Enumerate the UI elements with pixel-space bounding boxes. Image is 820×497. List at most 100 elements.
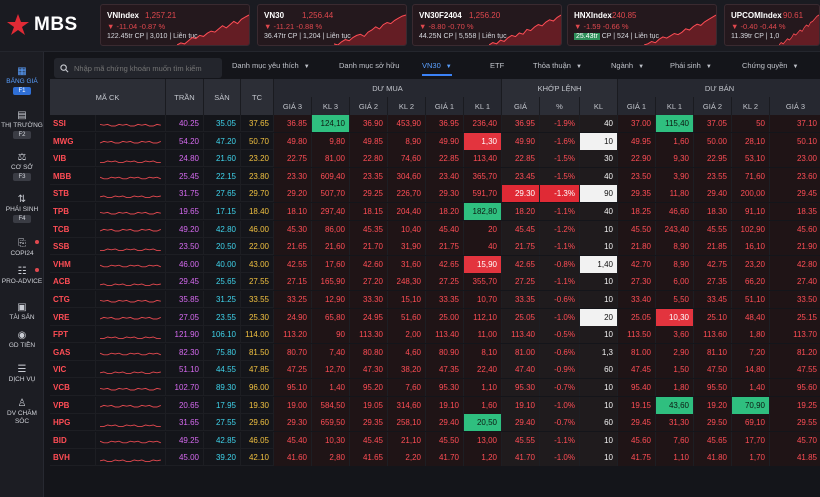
sell-cell[interactable]: 41.80 bbox=[694, 449, 732, 467]
buy-cell[interactable]: 22.75 bbox=[274, 150, 312, 168]
sell-cell[interactable]: 22.90 bbox=[618, 150, 656, 168]
table-row[interactable]: VIB 24.80 21.60 23.20 22.75 81,00 22.80 74,60 22… bbox=[50, 150, 820, 168]
sidebar-item-service[interactable]: ☰ DỊCH VỤ bbox=[0, 364, 44, 384]
index-card[interactable]: VN30F2404 1,256.20 ▼ -8.80 -0.70 % 44.25N C… bbox=[412, 4, 562, 46]
match-cell[interactable]: 10 bbox=[580, 220, 618, 238]
buy-cell[interactable]: 20,50 bbox=[464, 414, 502, 432]
match-cell[interactable]: 29.30 bbox=[502, 185, 540, 203]
sidebar-item-support[interactable]: ♙ DV CHĂM SÓC bbox=[0, 398, 44, 426]
sell-cell[interactable]: 81.10 bbox=[694, 343, 732, 361]
buy-cell[interactable]: 33.30 bbox=[350, 291, 388, 308]
tab-etf[interactable]: ETF bbox=[490, 61, 504, 70]
buy-cell[interactable]: 31,60 bbox=[388, 255, 426, 273]
buy-cell[interactable]: 8,90 bbox=[388, 132, 426, 150]
match-cell[interactable]: 22.85 bbox=[502, 150, 540, 168]
match-cell[interactable]: 21.75 bbox=[502, 238, 540, 256]
buy-cell[interactable]: 1,40 bbox=[312, 379, 350, 396]
sell-cell[interactable]: 37.05 bbox=[694, 115, 732, 132]
match-cell[interactable]: 40 bbox=[580, 167, 618, 185]
buy-cell[interactable]: 33.35 bbox=[426, 291, 464, 308]
buy-cell[interactable]: 45.50 bbox=[426, 431, 464, 449]
tab-danh-mục-sở-hữu[interactable]: Danh mục sở hữu bbox=[339, 61, 399, 70]
match-cell[interactable]: -1.6% bbox=[540, 132, 580, 150]
sell-cell[interactable]: 95.40 bbox=[618, 379, 656, 396]
symbol-cell[interactable]: ACB bbox=[50, 273, 96, 291]
subheader-buy[interactable]: KL 3 bbox=[312, 97, 350, 115]
match-cell[interactable]: -1.0% bbox=[540, 449, 580, 467]
match-cell[interactable]: 90 bbox=[580, 185, 618, 203]
buy-cell[interactable]: 45.40 bbox=[426, 220, 464, 238]
match-cell[interactable]: -0.8% bbox=[540, 255, 580, 273]
table-row[interactable]: MWG 54.20 47.20 50.70 49.80 9,80 49.85 8,90 49.9… bbox=[50, 132, 820, 150]
sell-cell[interactable]: 1,10 bbox=[656, 449, 694, 467]
sidebar-item-advice[interactable]: ☷ PRO-ADVICE bbox=[0, 266, 44, 286]
search-input[interactable] bbox=[74, 63, 214, 73]
subheader-sell[interactable]: KL 2 bbox=[732, 97, 770, 115]
sell-cell[interactable]: 91,10 bbox=[732, 203, 770, 220]
buy-cell[interactable]: 124,10 bbox=[312, 115, 350, 132]
match-cell[interactable]: 45.55 bbox=[502, 431, 540, 449]
buy-cell[interactable]: 80.90 bbox=[426, 343, 464, 361]
match-cell[interactable]: 42.65 bbox=[502, 255, 540, 273]
buy-cell[interactable]: 1,30 bbox=[464, 132, 502, 150]
buy-cell[interactable]: 95.20 bbox=[350, 379, 388, 396]
sell-cell[interactable]: 29.45 bbox=[618, 414, 656, 432]
match-cell[interactable]: 60 bbox=[580, 361, 618, 379]
buy-cell[interactable]: 659,50 bbox=[312, 414, 350, 432]
sidebar-item-derivative[interactable]: ⇅ PHÁI SINH F4 bbox=[0, 194, 44, 223]
match-cell[interactable]: 45.45 bbox=[502, 220, 540, 238]
sell-cell[interactable]: 45.50 bbox=[618, 220, 656, 238]
buy-cell[interactable]: 81,00 bbox=[312, 150, 350, 168]
buy-cell[interactable]: 2,80 bbox=[312, 449, 350, 467]
sell-cell[interactable]: 18.35 bbox=[770, 203, 820, 220]
sell-cell[interactable]: 1,70 bbox=[732, 449, 770, 467]
buy-cell[interactable]: 41.70 bbox=[426, 449, 464, 467]
table-row[interactable]: VHM 46.00 40.00 43.00 42.55 17,60 42.60 31,60 42… bbox=[50, 255, 820, 273]
sell-cell[interactable]: 8,90 bbox=[656, 255, 694, 273]
sidebar-item-wallet[interactable]: ▣ TÀI SẢN bbox=[0, 302, 44, 322]
match-cell[interactable]: 10 bbox=[580, 396, 618, 414]
buy-cell[interactable]: 42.55 bbox=[274, 255, 312, 273]
buy-cell[interactable]: 24.95 bbox=[350, 308, 388, 326]
match-cell[interactable]: 10 bbox=[580, 273, 618, 291]
subheader-buy[interactable]: GIÁ 3 bbox=[274, 97, 312, 115]
sell-cell[interactable]: 243,40 bbox=[656, 220, 694, 238]
header-symbol[interactable]: MÃ CK bbox=[50, 79, 166, 115]
subheader-sell[interactable]: GIÁ 3 bbox=[770, 97, 820, 115]
sell-cell[interactable]: 14,80 bbox=[732, 361, 770, 379]
sell-cell[interactable]: 42.75 bbox=[694, 255, 732, 273]
buy-cell[interactable]: 41.65 bbox=[350, 449, 388, 467]
sell-cell[interactable]: 29.40 bbox=[694, 185, 732, 203]
buy-cell[interactable]: 47.30 bbox=[350, 361, 388, 379]
buy-cell[interactable]: 45.40 bbox=[274, 431, 312, 449]
sell-cell[interactable]: 23.50 bbox=[618, 167, 656, 185]
match-cell[interactable]: 10 bbox=[580, 379, 618, 396]
match-cell[interactable]: 10 bbox=[580, 132, 618, 150]
buy-cell[interactable]: 51,60 bbox=[388, 308, 426, 326]
buy-cell[interactable]: 112,10 bbox=[464, 308, 502, 326]
symbol-cell[interactable]: HPG bbox=[50, 414, 96, 432]
buy-cell[interactable]: 33.25 bbox=[274, 291, 312, 308]
index-card[interactable]: VNIndex 1,257.21 ▼ -11.04 -0.87 % 122.45tr … bbox=[100, 4, 250, 46]
sell-cell[interactable]: 29.45 bbox=[770, 185, 820, 203]
subheader-match[interactable]: % bbox=[540, 97, 580, 115]
buy-cell[interactable]: 248,30 bbox=[388, 273, 426, 291]
buy-cell[interactable]: 23.30 bbox=[274, 167, 312, 185]
buy-cell[interactable]: 182,80 bbox=[464, 203, 502, 220]
match-cell[interactable]: -0.7% bbox=[540, 379, 580, 396]
buy-cell[interactable]: 165,90 bbox=[312, 273, 350, 291]
sell-cell[interactable]: 113.60 bbox=[694, 326, 732, 344]
sell-cell[interactable]: 19.15 bbox=[618, 396, 656, 414]
sell-cell[interactable]: 21.80 bbox=[618, 238, 656, 256]
buy-cell[interactable]: 8,10 bbox=[464, 343, 502, 361]
sell-cell[interactable]: 21.85 bbox=[694, 238, 732, 256]
buy-cell[interactable]: 113.40 bbox=[426, 326, 464, 344]
sell-cell[interactable]: 10,30 bbox=[656, 308, 694, 326]
sell-cell[interactable]: 3,60 bbox=[656, 326, 694, 344]
subheader-sell[interactable]: GIÁ 2 bbox=[694, 97, 732, 115]
buy-cell[interactable]: 19.05 bbox=[350, 396, 388, 414]
buy-cell[interactable]: 47.25 bbox=[274, 361, 312, 379]
buy-cell[interactable]: 36.95 bbox=[426, 115, 464, 132]
subheader-buy[interactable]: KL 2 bbox=[388, 97, 426, 115]
buy-cell[interactable]: 95.30 bbox=[426, 379, 464, 396]
